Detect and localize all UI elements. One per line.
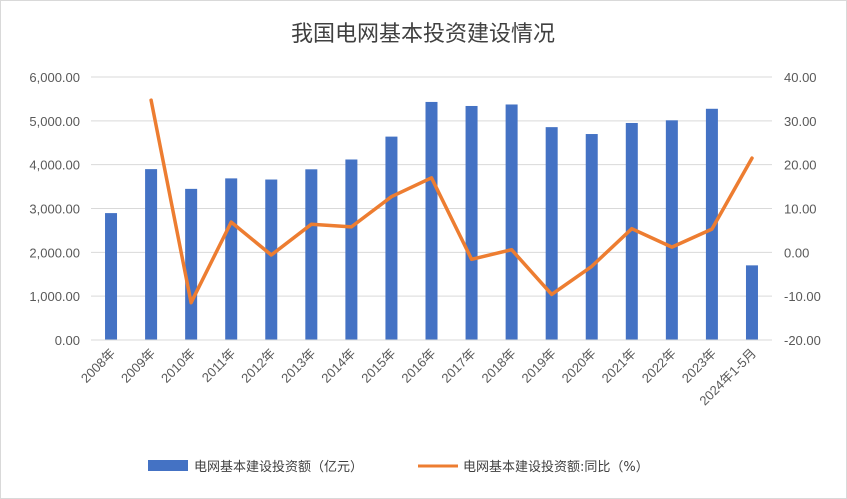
legend-swatch-bar [148,460,188,471]
bar [385,136,398,340]
right-tick-label: -10.00 [784,289,821,304]
bar [265,179,278,340]
bar [185,188,198,340]
right-tick-label: 30.00 [784,114,817,129]
x-tick-label: 2010年 [158,346,198,386]
x-tick-label: 2019年 [519,346,559,386]
bar [505,104,518,341]
left-y-axis: 0.00 1,000.00 2,000.00 3,000.00 4,000.00 5,00… [29,70,80,348]
right-tick-label: 20.00 [784,158,817,173]
x-tick-label: 2011年 [199,346,239,386]
x-tick-label: 2015年 [358,346,398,386]
x-tick-label: 2014年 [318,346,358,386]
x-tick-label: 2018年 [478,346,518,386]
bar [545,127,558,341]
x-tick-label: 2017年 [438,346,478,386]
line-series [149,98,754,305]
bar [105,213,118,340]
legend: 电网基本建设投资额（亿元） 电网基本建设投资额:同比（%） [148,459,649,475]
x-tick-label: 2008年 [78,346,118,386]
x-tick-label: 2009年 [118,346,158,386]
left-tick-label: 5,000.00 [29,114,80,129]
bar [585,134,598,340]
legend-label-line: 电网基本建设投资额:同比（%） [463,459,649,475]
bar [745,265,758,340]
line-path [149,98,754,305]
bar [225,178,238,340]
left-tick-label: 3,000.00 [29,202,80,217]
x-tick-label: 2020年 [559,346,599,386]
right-tick-label: -20.00 [784,333,821,348]
bar [625,122,638,340]
left-tick-label: 6,000.00 [29,70,80,85]
legend-label-bar: 电网基本建设投资额（亿元） [194,459,363,475]
chart-title: 我国电网基本投资建设情况 [291,22,555,47]
x-tick-label: 2021年 [599,346,639,386]
left-tick-label: 1,000.00 [29,289,80,304]
right-tick-label: 40.00 [784,70,817,85]
left-tick-label: 0.00 [55,333,80,348]
bar-series [105,101,758,341]
bar [465,105,478,340]
right-y-axis: -20.00 -10.00 0.00 10.00 20.00 30.00 40.00 [784,70,821,348]
x-tick-label: 2013年 [278,346,318,386]
bar [425,101,438,341]
left-tick-label: 4,000.00 [29,158,80,173]
left-tick-label: 2,000.00 [29,245,80,260]
right-tick-label: 0.00 [784,245,809,260]
bar [665,120,678,340]
bar [705,108,718,340]
x-axis: 2008年 2009年 2010年 2011年 2012年 2013年 2014年 2015年… [78,339,772,408]
right-tick-label: 10.00 [784,202,817,217]
bar [345,159,358,340]
bar [305,169,318,340]
x-tick-label: 2016年 [398,346,438,386]
x-tick-label: 2012年 [238,346,278,386]
bar [145,169,158,340]
x-tick-label: 2022年 [639,346,679,386]
